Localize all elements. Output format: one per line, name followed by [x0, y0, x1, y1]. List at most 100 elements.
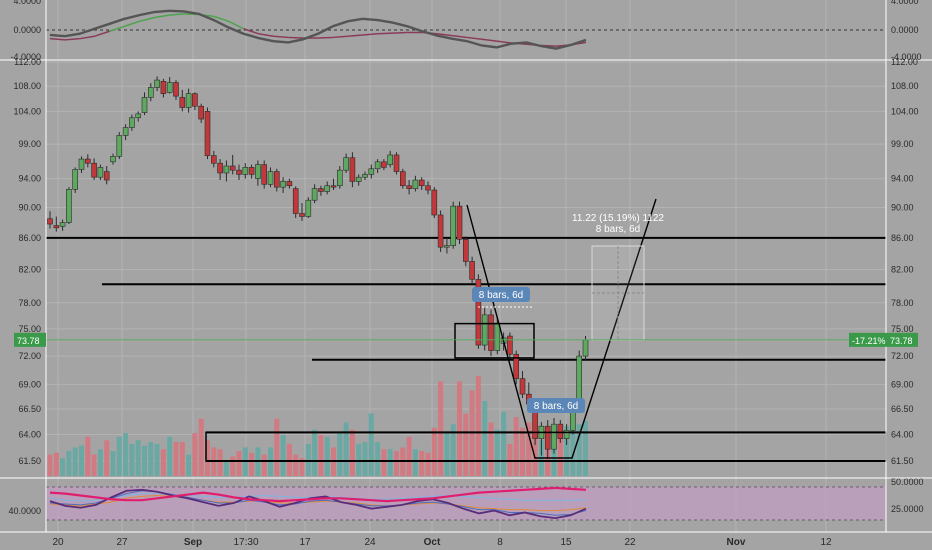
candle-body: [223, 165, 230, 174]
price-tick-right: 72.00: [891, 351, 914, 361]
rsi-tick-left: 40.0000: [8, 506, 41, 516]
candle-body: [481, 314, 488, 346]
rsi-line-3: [49, 494, 587, 512]
volume-bar: [583, 420, 588, 476]
candle-body: [116, 135, 123, 157]
osc-tick-left: 4.0000: [13, 0, 41, 6]
volume-bar: [394, 451, 399, 476]
volume-bar: [217, 449, 223, 476]
volume-bar: [356, 443, 362, 476]
candle-body: [154, 79, 160, 88]
bar-count-badge: 8 bars, 6d: [479, 290, 523, 301]
consolidation-box: [454, 322, 535, 359]
candle-body: [450, 205, 457, 246]
candle-body: [236, 169, 242, 175]
candle-body: [242, 167, 249, 175]
candle-body: [349, 157, 356, 182]
time-tick: 8: [497, 537, 503, 548]
volume-bar: [406, 436, 412, 476]
candle-body: [563, 430, 570, 439]
candle-body: [122, 127, 129, 136]
candle-body: [393, 154, 400, 172]
candle-body: [286, 181, 293, 187]
volume-bar: [286, 443, 292, 476]
price-tick-left: 75.00: [18, 324, 41, 334]
osc-signal-segment: [362, 32, 378, 36]
volume-bar: [129, 443, 135, 476]
candle-body: [425, 185, 431, 191]
candle-body: [551, 423, 557, 450]
osc-tick-left: 0.0000: [13, 25, 41, 35]
candle-body: [248, 167, 255, 175]
volume-bar: [450, 424, 456, 476]
volume-bar: [419, 451, 425, 476]
osc-main-line: [49, 9, 587, 50]
candle-body: [91, 162, 97, 178]
price-tick-left: 78.00: [18, 298, 41, 308]
volume-bar: [494, 429, 500, 476]
volume-bar: [110, 451, 116, 476]
price-tick-left: 64.00: [18, 429, 41, 439]
volume-bar: [91, 454, 97, 476]
volume-bar: [53, 452, 59, 476]
last-price-tag-right-bg: [886, 332, 918, 347]
volume-bar: [148, 442, 154, 476]
candle-body: [211, 155, 217, 164]
candle-body: [412, 179, 419, 189]
price-tick-right: 75.00: [891, 324, 914, 334]
price-tick-left: 61.50: [18, 456, 41, 466]
volume-bar: [299, 458, 305, 476]
candle-body: [336, 169, 343, 187]
volume-bar: [368, 413, 374, 476]
volume-bar: [142, 445, 147, 476]
price-tick-left: 99.00: [18, 139, 41, 149]
bar-count-badge-bg: [527, 398, 585, 413]
volume-bar: [457, 381, 462, 476]
volume-bar: [179, 442, 185, 476]
volume-bar: [444, 431, 450, 476]
price-tick-right: 108.00: [891, 81, 919, 91]
volume-bar: [249, 452, 255, 476]
time-tick: 27: [116, 537, 128, 548]
volume-bar: [123, 433, 129, 476]
osc-signal-segment: [169, 13, 185, 16]
volume-bar: [293, 454, 299, 476]
candle-body: [229, 165, 236, 171]
volume-bar: [375, 442, 381, 476]
candle-body: [431, 189, 438, 216]
osc-signal-segment: [64, 37, 80, 41]
rsi-pane: [46, 486, 886, 521]
change-tag: -17.21%: [852, 336, 886, 346]
candle-body: [160, 80, 167, 94]
volume-bar: [475, 376, 481, 476]
osc-signal-segment: [94, 30, 110, 37]
candle-body: [557, 423, 564, 439]
volume-bar: [173, 442, 179, 476]
osc-signal-segment: [228, 20, 244, 30]
measure-label-top: 11.22 (15.19%) 1122: [572, 213, 664, 224]
osc-signal-segment: [49, 37, 65, 41]
candle-body: [418, 179, 425, 187]
osc-signal-segment: [332, 35, 348, 39]
candle-body: [166, 82, 173, 93]
candle-body: [185, 93, 192, 108]
candle-body: [280, 181, 286, 188]
candle-body: [368, 168, 375, 175]
osc-signal-segment: [496, 40, 512, 44]
candle-body: [324, 185, 331, 192]
candle-body: [437, 214, 444, 248]
candle-body: [129, 117, 135, 128]
trend-lines: [466, 198, 657, 459]
candle-body: [148, 87, 154, 98]
volume-bar: [557, 438, 563, 476]
candle-body: [513, 353, 520, 379]
volume-bar: [324, 436, 330, 476]
volume-bar: [135, 440, 141, 476]
candle-body: [85, 158, 91, 164]
candle-body: [475, 279, 482, 346]
candle-body: [179, 97, 186, 108]
volume-bar: [160, 449, 166, 476]
candle-body: [217, 162, 223, 174]
candle-body: [173, 82, 179, 97]
